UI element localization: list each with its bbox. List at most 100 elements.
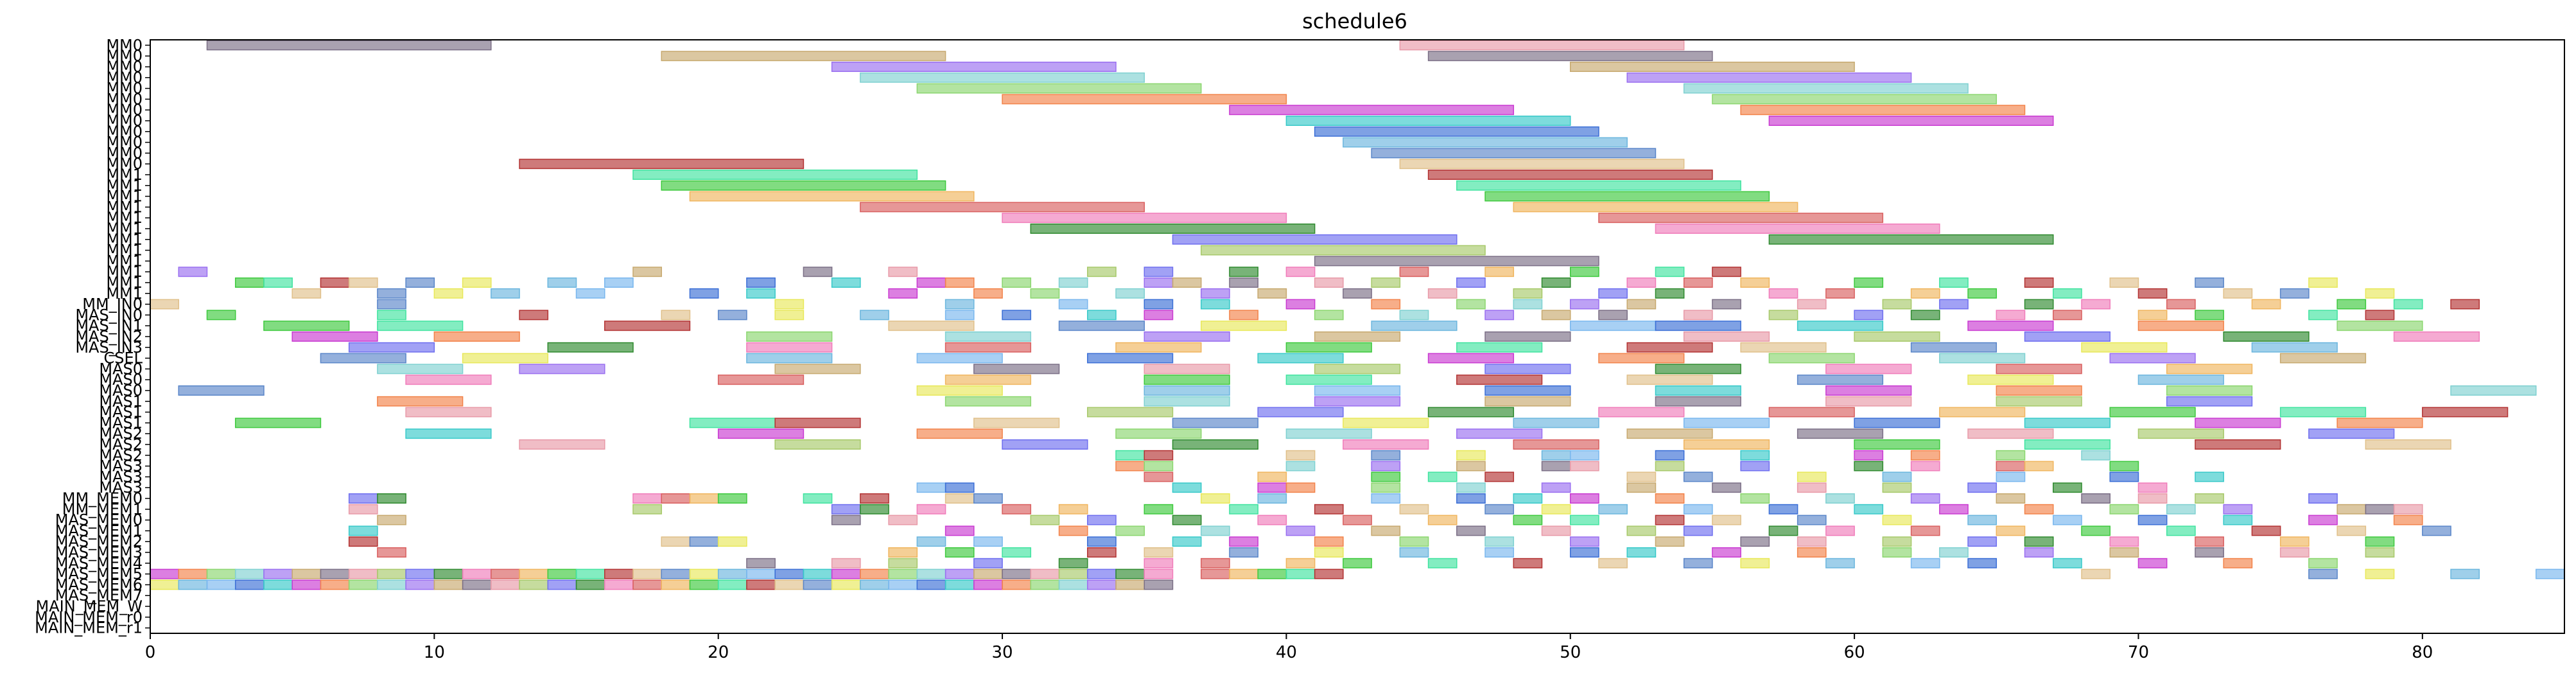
task-bar	[888, 547, 918, 558]
task-bar	[519, 439, 605, 450]
task-bar	[2223, 514, 2253, 525]
task-bar	[2450, 568, 2480, 579]
task-bar	[1002, 568, 1032, 579]
task-bar	[888, 558, 918, 568]
task-bar	[2024, 299, 2054, 310]
task-bar	[803, 579, 833, 590]
task-bar	[1626, 471, 1657, 482]
task-bar	[944, 493, 975, 504]
task-bar	[2109, 471, 2139, 482]
task-bar	[2308, 428, 2395, 439]
y-tick-label: MM0	[106, 155, 143, 173]
task-bar	[689, 191, 975, 202]
task-bar	[2166, 385, 2253, 396]
task-bar	[746, 288, 776, 299]
task-bar	[234, 277, 265, 288]
task-bar	[1939, 547, 1969, 558]
task-bar	[2223, 288, 2253, 299]
task-bar	[1343, 418, 1429, 428]
task-bar	[1456, 482, 1486, 493]
task-bar	[2308, 310, 2338, 321]
task-bar	[405, 277, 435, 288]
task-bar	[973, 364, 1060, 374]
y-tick-label: MM_MEM0	[62, 489, 143, 507]
x-tick-label: 40	[1276, 643, 1297, 662]
task-bar	[632, 579, 662, 590]
task-bar	[377, 310, 406, 321]
task-bar	[433, 579, 464, 590]
task-bar	[1797, 299, 1827, 310]
task-bar	[1371, 277, 1401, 288]
task-bar	[1285, 558, 1316, 568]
task-bar	[2081, 342, 2168, 353]
task-bar	[2393, 331, 2480, 342]
task-bar	[1144, 364, 1230, 374]
task-bar	[1314, 310, 1344, 321]
task-bar	[973, 493, 1003, 504]
task-bar	[1655, 493, 1685, 504]
task-bar	[1683, 504, 1713, 514]
task-bar	[1854, 439, 1940, 450]
task-bar	[1854, 331, 1940, 342]
task-bar	[604, 579, 634, 590]
task-bar	[1058, 579, 1088, 590]
task-bar	[2195, 277, 2224, 288]
task-bar	[1939, 353, 2026, 364]
task-bar	[1513, 288, 1543, 299]
task-bar	[1967, 514, 1997, 525]
task-bar	[1144, 450, 1174, 461]
task-bar	[2109, 277, 2139, 288]
y-tick-label: MM1	[106, 242, 143, 259]
task-bar	[1144, 558, 1174, 568]
x-tick-label: 0	[145, 643, 156, 662]
task-bar	[1939, 407, 2026, 418]
y-tick-label: MM0	[106, 58, 143, 76]
task-bar	[2279, 547, 2310, 558]
task-bar	[1996, 461, 2026, 471]
task-bar	[2109, 353, 2196, 364]
task-bar	[604, 568, 634, 579]
task-bar	[1768, 407, 1855, 418]
task-bar	[1285, 525, 1316, 536]
task-bar	[1910, 288, 1940, 299]
task-bar	[1257, 514, 1287, 525]
task-bar	[1115, 461, 1145, 471]
task-bar	[1456, 180, 1741, 191]
task-bar	[916, 579, 946, 590]
y-tick-label: MAS_MEM5	[55, 565, 143, 583]
task-bar	[320, 568, 350, 579]
task-bar	[377, 579, 406, 590]
y-tick-label: MAS0	[99, 382, 143, 400]
task-bar	[178, 385, 265, 396]
task-bar	[2195, 418, 2281, 428]
task-bar	[2337, 299, 2367, 310]
task-bar	[2365, 568, 2395, 579]
y-tick-label: MAS_MEM2	[55, 532, 143, 550]
task-bar	[1910, 493, 1940, 504]
task-bar	[320, 277, 350, 288]
task-bar	[1484, 396, 1571, 407]
task-bar	[717, 374, 805, 385]
task-bar	[1058, 321, 1145, 331]
y-tick-label: MM1	[106, 252, 143, 270]
task-bar	[1285, 461, 1316, 471]
task-bar	[888, 267, 918, 277]
task-bar	[2137, 321, 2224, 331]
task-bar	[1314, 568, 1344, 579]
task-bar	[916, 83, 1202, 94]
task-bar	[604, 277, 634, 288]
task-bar	[2195, 310, 2224, 321]
task-bar	[348, 342, 435, 353]
task-bar	[717, 536, 747, 547]
task-bar	[1570, 461, 1599, 471]
task-bar	[1854, 277, 1884, 288]
y-tick-label: MM0	[106, 80, 143, 98]
task-bar	[1740, 342, 1827, 353]
task-bar	[2223, 558, 2253, 568]
task-bar	[774, 310, 805, 321]
task-bar	[1825, 396, 1912, 407]
task-bar	[774, 364, 861, 374]
task-bar	[860, 72, 1145, 83]
task-bar	[831, 277, 861, 288]
task-bar	[1371, 471, 1401, 482]
